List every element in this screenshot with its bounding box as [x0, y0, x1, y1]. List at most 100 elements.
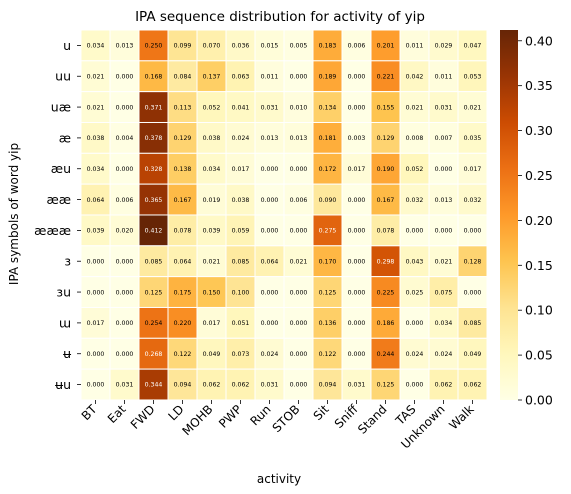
heatmap-cell	[196, 60, 227, 93]
heatmap-cell	[138, 337, 169, 370]
cell-value-label: 0.094	[319, 382, 337, 389]
heatmap-cell	[196, 183, 227, 216]
cell-value-label: 0.006	[290, 197, 308, 204]
cell-value-label: 0.034	[87, 43, 105, 50]
heatmap-cell	[138, 121, 169, 154]
heatmap-cell	[196, 306, 227, 339]
cell-value-label: 0.020	[116, 228, 134, 235]
heatmap-cell	[341, 276, 372, 308]
y-tick-label: ɯ	[59, 315, 71, 330]
colorbar-tick-label: 0.30	[525, 123, 553, 138]
cell-value-label: 0.183	[319, 43, 337, 50]
cell-value-label: 0.000	[116, 289, 134, 296]
cell-value-label: 0.025	[406, 289, 424, 296]
cell-value-label: 0.328	[145, 166, 163, 173]
cell-value-label: 0.034	[203, 166, 221, 173]
cell-value-label: 0.053	[464, 73, 482, 80]
heatmap-cell	[399, 29, 430, 62]
heatmap-cell	[254, 214, 285, 247]
cell-value-label: 0.134	[319, 104, 337, 111]
cell-value-label: 0.000	[464, 289, 482, 296]
cell-value-label: 0.052	[406, 166, 424, 173]
heatmap-cell	[370, 121, 401, 154]
cell-value-label: 0.017	[203, 320, 221, 327]
y-tick-label: u	[63, 38, 71, 53]
cell-value-label: 0.041	[232, 104, 250, 111]
heatmap-cell	[109, 60, 140, 93]
colorbar-tick-label: 0.40	[525, 33, 553, 48]
cell-value-label: 0.129	[174, 135, 192, 142]
cell-value-label: 0.049	[203, 351, 221, 358]
y-axis-label: IPA symbols of word yip	[7, 143, 21, 285]
colorbar-tick-label: 0.00	[525, 393, 553, 408]
cell-value-label: 0.125	[145, 289, 163, 296]
heatmap-cell	[283, 91, 314, 123]
heatmap-cell	[283, 276, 314, 308]
cell-value-label: 0.032	[464, 197, 482, 204]
cell-value-label: 0.175	[174, 289, 192, 296]
cell-value-label: 0.013	[261, 135, 279, 142]
x-tick-label: LD	[165, 402, 186, 423]
cell-value-label: 0.000	[348, 104, 366, 111]
cell-value-label: 0.122	[174, 351, 192, 358]
cell-value-label: 0.062	[464, 382, 482, 389]
heatmap-cell	[80, 306, 111, 339]
heatmap-cell	[225, 60, 256, 93]
heatmap-cell	[341, 245, 372, 278]
heatmap-cell	[457, 276, 488, 308]
cell-value-label: 0.201	[377, 43, 395, 50]
cell-value-label: 0.268	[145, 351, 163, 358]
cell-value-label: 0.034	[435, 320, 453, 327]
cell-value-label: 0.167	[377, 197, 395, 204]
heatmap-cell	[109, 306, 140, 339]
cell-value-label: 0.035	[464, 135, 482, 142]
heatmap-cell	[283, 183, 314, 216]
heatmap-cell	[312, 121, 343, 154]
cell-value-label: 0.122	[319, 351, 337, 358]
heatmap-cell	[80, 91, 111, 123]
cell-value-label: 0.010	[290, 104, 308, 111]
cell-value-label: 0.064	[87, 197, 105, 204]
colorbar-tick-label: 0.05	[525, 348, 553, 363]
heatmap-cell	[138, 306, 169, 339]
cell-value-label: 0.011	[406, 43, 424, 50]
heatmap-cell	[254, 368, 285, 401]
cell-value-label: 0.085	[232, 258, 250, 265]
heatmap-cell	[80, 214, 111, 247]
cell-value-label: 0.031	[435, 104, 453, 111]
cell-value-label: 0.172	[319, 166, 337, 173]
colorbar-tick-label: 0.15	[525, 258, 553, 273]
cell-value-label: 0.170	[319, 258, 337, 265]
cell-value-label: 0.003	[348, 135, 366, 142]
heatmap-cell	[457, 152, 488, 185]
chart-title: IPA sequence distribution for activity o…	[135, 9, 425, 25]
heatmap-cell	[283, 306, 314, 339]
heatmap-cell	[312, 91, 343, 123]
heatmap-cell	[283, 368, 314, 401]
cell-value-label: 0.094	[174, 382, 192, 389]
cell-value-label: 0.038	[232, 197, 250, 204]
cell-value-label: 0.000	[261, 166, 279, 173]
cell-value-label: 0.000	[290, 166, 308, 173]
heatmap-cell	[341, 337, 372, 370]
heatmap-cell	[428, 121, 459, 154]
heatmap-cell	[399, 214, 430, 247]
heatmap-cell	[283, 152, 314, 185]
heatmap-cell	[167, 121, 198, 154]
cell-value-label: 0.136	[319, 320, 337, 327]
cell-value-label: 0.017	[464, 166, 482, 173]
cell-value-label: 0.000	[464, 228, 482, 235]
cell-value-label: 0.011	[261, 73, 279, 80]
cell-value-label: 0.000	[261, 320, 279, 327]
cell-value-label: 0.073	[232, 351, 250, 358]
heatmap-cell	[254, 121, 285, 154]
cell-value-label: 0.049	[464, 351, 482, 358]
heatmap-cell	[457, 245, 488, 278]
heatmap-cell	[312, 183, 343, 216]
heatmap-cell	[254, 337, 285, 370]
heatmap-cell	[196, 245, 227, 278]
cell-value-label: 0.189	[319, 73, 337, 80]
y-tick-label: æ	[59, 130, 71, 145]
cell-value-label: 0.000	[87, 382, 105, 389]
